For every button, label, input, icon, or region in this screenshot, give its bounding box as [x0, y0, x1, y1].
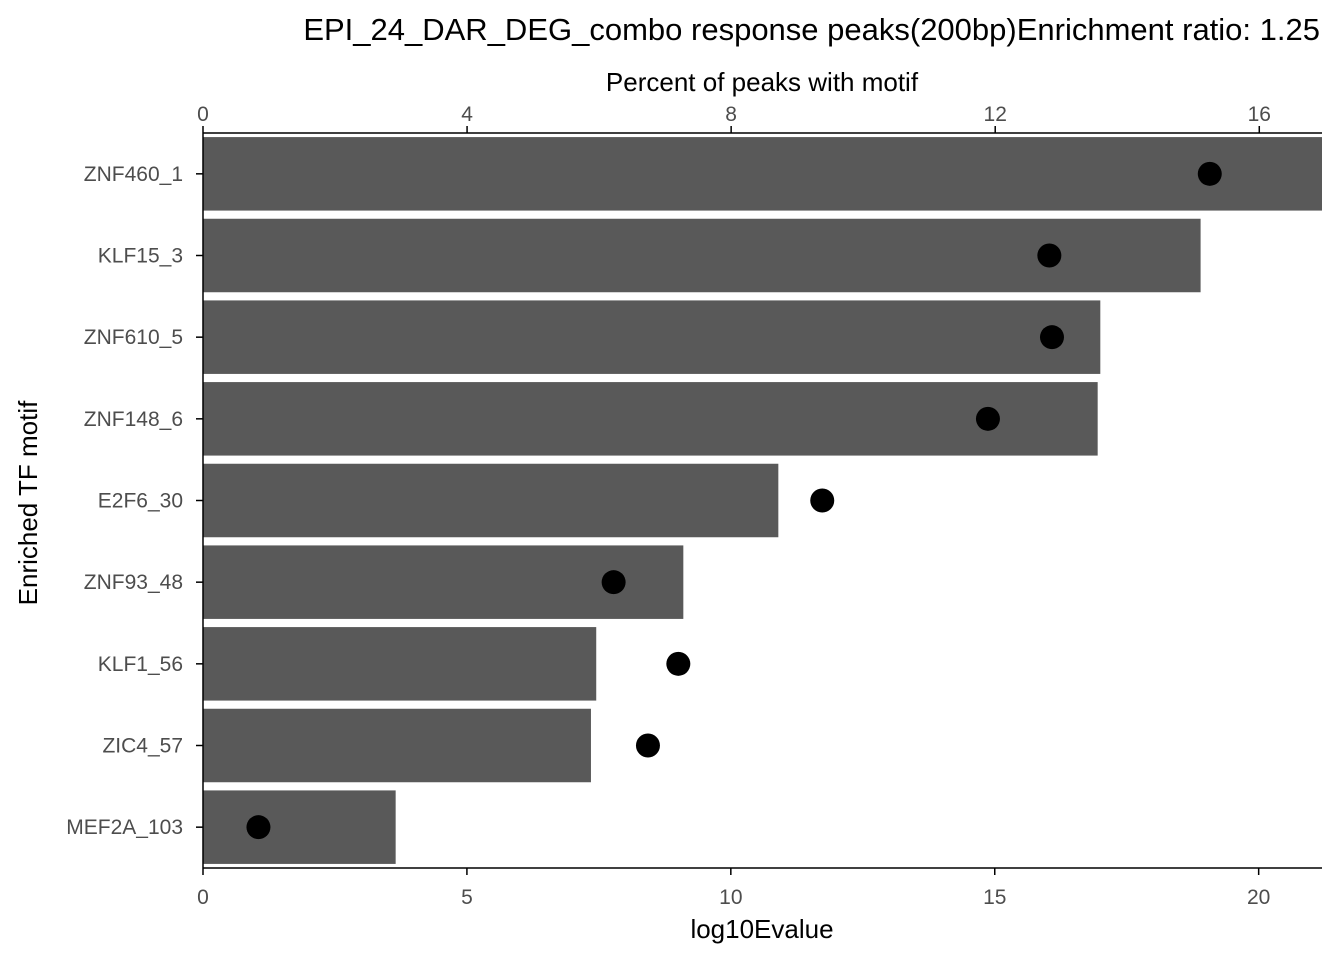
point-e2f6_30 [810, 488, 835, 513]
y-tick-label: ZNF460_1 [84, 163, 183, 186]
y-tick-label: ZNF148_6 [84, 408, 183, 431]
point-znf460_1 [1197, 161, 1222, 186]
bar-znf148_6 [203, 382, 1098, 456]
y-tick-label: KLF15_3 [98, 245, 183, 268]
bar-mef2a_103 [203, 790, 396, 864]
x-tick-label: 20 [1247, 886, 1270, 909]
y-tick-label: ZNF610_5 [84, 326, 183, 349]
bar-klf15_3 [203, 218, 1201, 293]
bar-zic4_57 [203, 708, 591, 783]
x-tick-label: 10 [719, 886, 742, 909]
x2-tick-label: 16 [1248, 103, 1271, 126]
axes-layer: ZNF460_1 KLF15_3 ZNF610_5 ZNF148_6 E2F6_30 ZN… [66, 103, 1322, 909]
bar-klf1_56 [203, 627, 597, 701]
x-tick-label: 0 [197, 886, 209, 909]
x2-tick-label: 12 [984, 103, 1007, 126]
top-axis-title: Percent of peaks with motif [606, 67, 919, 97]
x2-tick-label: 8 [725, 103, 737, 126]
y-tick-label: MEF2A_103 [66, 816, 183, 839]
x-tick-label: 15 [983, 886, 1006, 909]
point-klf15_3 [1037, 243, 1062, 268]
points-layer [246, 161, 1222, 840]
y-tick-label: E2F6_30 [98, 490, 183, 513]
point-zic4_57 [635, 733, 660, 758]
y-tick-label: ZNF93_48 [84, 571, 183, 594]
bar-znf610_5 [203, 300, 1101, 374]
y-axis-title: Enriched TF motif [13, 400, 43, 605]
bar-e2f6_30 [203, 463, 779, 538]
point-znf610_5 [1039, 325, 1064, 350]
x2-tick-label: 4 [461, 103, 473, 126]
bars-layer [203, 137, 1322, 864]
chart-title: EPI_24_DAR_DEG_combo response peaks(200b… [303, 12, 1320, 47]
point-mef2a_103 [246, 815, 271, 840]
point-znf93_48 [601, 570, 626, 595]
point-klf1_56 [666, 651, 691, 676]
y-tick-label: ZIC4_57 [102, 735, 183, 758]
bottom-axis-title: log10Evalue [690, 914, 833, 944]
x-tick-label: 5 [461, 886, 473, 909]
point-znf148_6 [975, 406, 1000, 431]
x2-tick-label: 0 [197, 103, 209, 126]
bar-znf460_1 [203, 137, 1322, 211]
y-tick-label: KLF1_56 [98, 653, 183, 676]
